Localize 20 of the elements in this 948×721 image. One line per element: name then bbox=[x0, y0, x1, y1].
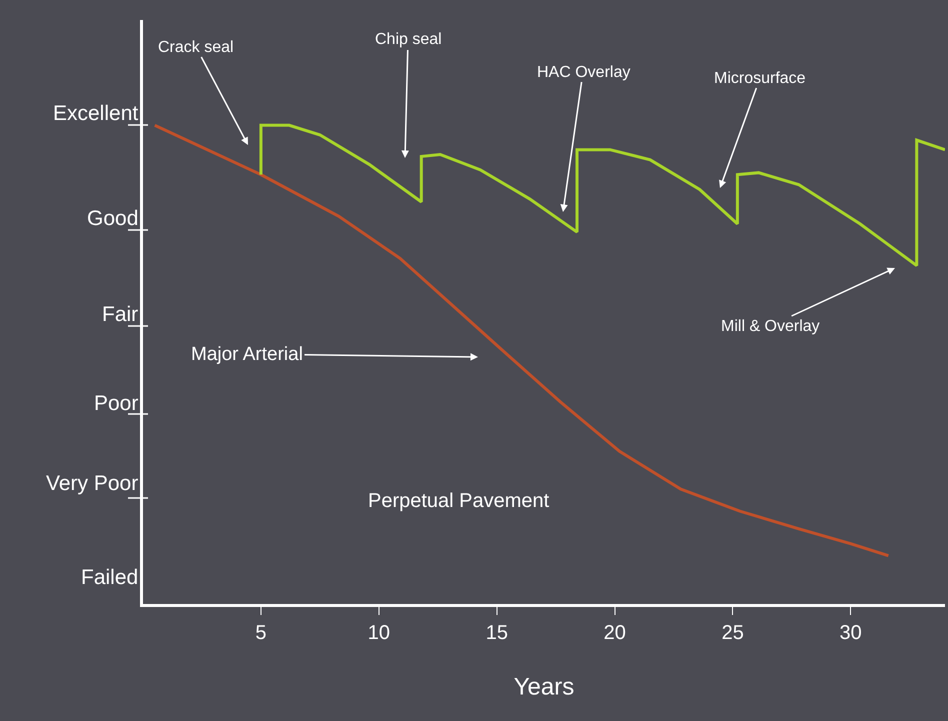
annotation: Major Arterial bbox=[191, 344, 303, 365]
annotation: Perpetual Pavement bbox=[368, 490, 550, 512]
text: Excellent bbox=[53, 102, 138, 125]
text: Good bbox=[87, 207, 138, 230]
x-tick-label: 20 bbox=[604, 622, 626, 644]
x-tick-label: 10 bbox=[368, 622, 390, 644]
text: Microsurface bbox=[714, 70, 806, 87]
text: Fair bbox=[102, 303, 138, 326]
text: Poor bbox=[94, 392, 138, 415]
x-tick-label: 5 bbox=[255, 622, 267, 644]
text: Crack seal bbox=[158, 39, 234, 56]
x-tick-label: 30 bbox=[840, 622, 862, 644]
x-tick-label: 15 bbox=[486, 622, 508, 644]
text: Very Poor bbox=[46, 472, 138, 495]
text: HAC Overlay bbox=[537, 64, 630, 81]
x-tick-label: 25 bbox=[722, 622, 744, 644]
text: Failed bbox=[81, 566, 138, 589]
text: Chip seal bbox=[375, 31, 442, 48]
x-axis-title: Years bbox=[514, 673, 574, 700]
annotation: Mill & Overlay bbox=[721, 318, 820, 335]
